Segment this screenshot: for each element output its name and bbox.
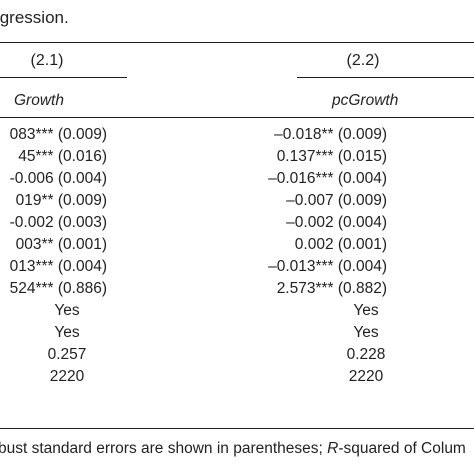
header-bottom-rule (0, 117, 474, 118)
stat-cell-2-1: 0.257 (47, 346, 87, 363)
coef-cell-2-1: 524*** (0.886) (9, 280, 107, 297)
table-row: 2220 2220 (0, 366, 474, 388)
table-row: 524*** (0.886) 2.573*** (0.882) (0, 278, 474, 300)
coef-cell-2-2: 0.002 (0.001) (294, 236, 387, 253)
coef-cell-2-1: -0.002 (0.003) (9, 214, 107, 231)
table-row: 0.257 0.228 (0, 344, 474, 366)
stat-cell-2-2: Yes (353, 324, 379, 341)
coef-cell-2-2: 0.137*** (0.015) (276, 148, 387, 165)
table-row: 45*** (0.016) 0.137*** (0.015) (0, 146, 474, 168)
stat-cell-2-2: Yes (353, 302, 379, 319)
coef-cell-2-1: 003** (0.001) (15, 236, 107, 253)
coef-cell-2-1: -0.006 (0.004) (9, 170, 107, 187)
coef-cell-2-2: –0.016*** (0.004) (268, 170, 387, 187)
column-number-2-2: (2.2) (346, 52, 380, 69)
table-row: Yes Yes (0, 300, 474, 322)
table-row: -0.006 (0.004) –0.016*** (0.004) (0, 168, 474, 190)
note-suffix: -squared of Colum (338, 440, 466, 457)
coef-cell-2-1: 019** (0.009) (15, 192, 107, 209)
stat-cell-2-1: 2220 (49, 368, 85, 385)
bottom-rule (0, 428, 474, 429)
column-2-1-underline (0, 77, 127, 78)
stat-cell-2-2: 2220 (348, 368, 384, 385)
stat-cell-2-1: Yes (54, 324, 80, 341)
coef-cell-2-2: –0.013*** (0.004) (268, 258, 387, 275)
table-row: Yes Yes (0, 322, 474, 344)
coef-cell-2-2: –0.002 (0.004) (286, 214, 387, 231)
note-prefix: bust standard errors are shown in parent… (0, 440, 328, 457)
note-italic: R (327, 440, 339, 457)
top-rule (0, 42, 474, 43)
column-dependent-2-2: pcGrowth (332, 92, 399, 109)
table-row: -0.002 (0.003) –0.002 (0.004) (0, 212, 474, 234)
stat-cell-2-2: 0.228 (346, 346, 386, 363)
coef-cell-2-2: –0.018** (0.009) (274, 126, 387, 143)
column-2-2-underline (297, 77, 474, 78)
table-row: 019** (0.009) –0.007 (0.009) (0, 190, 474, 212)
stat-cell-2-1: Yes (54, 302, 80, 319)
column-dependent-2-1: Growth (14, 92, 64, 109)
table-row: 013*** (0.004) –0.013*** (0.004) (0, 256, 474, 278)
coef-cell-2-2: 2.573*** (0.882) (276, 280, 387, 297)
table-note: bust standard errors are shown in parent… (0, 440, 466, 458)
coef-cell-2-1: 013*** (0.004) (9, 258, 107, 275)
coef-cell-2-1: 083*** (0.009) (9, 126, 107, 143)
table-caption: Regression. (0, 8, 69, 27)
coef-cell-2-1: 45*** (0.016) (18, 148, 107, 165)
table-row: 083*** (0.009) –0.018** (0.009) (0, 124, 474, 146)
column-number-2-1: (2.1) (30, 52, 64, 69)
coef-cell-2-2: –0.007 (0.009) (286, 192, 387, 209)
table-row: 003** (0.001) 0.002 (0.001) (0, 234, 474, 256)
